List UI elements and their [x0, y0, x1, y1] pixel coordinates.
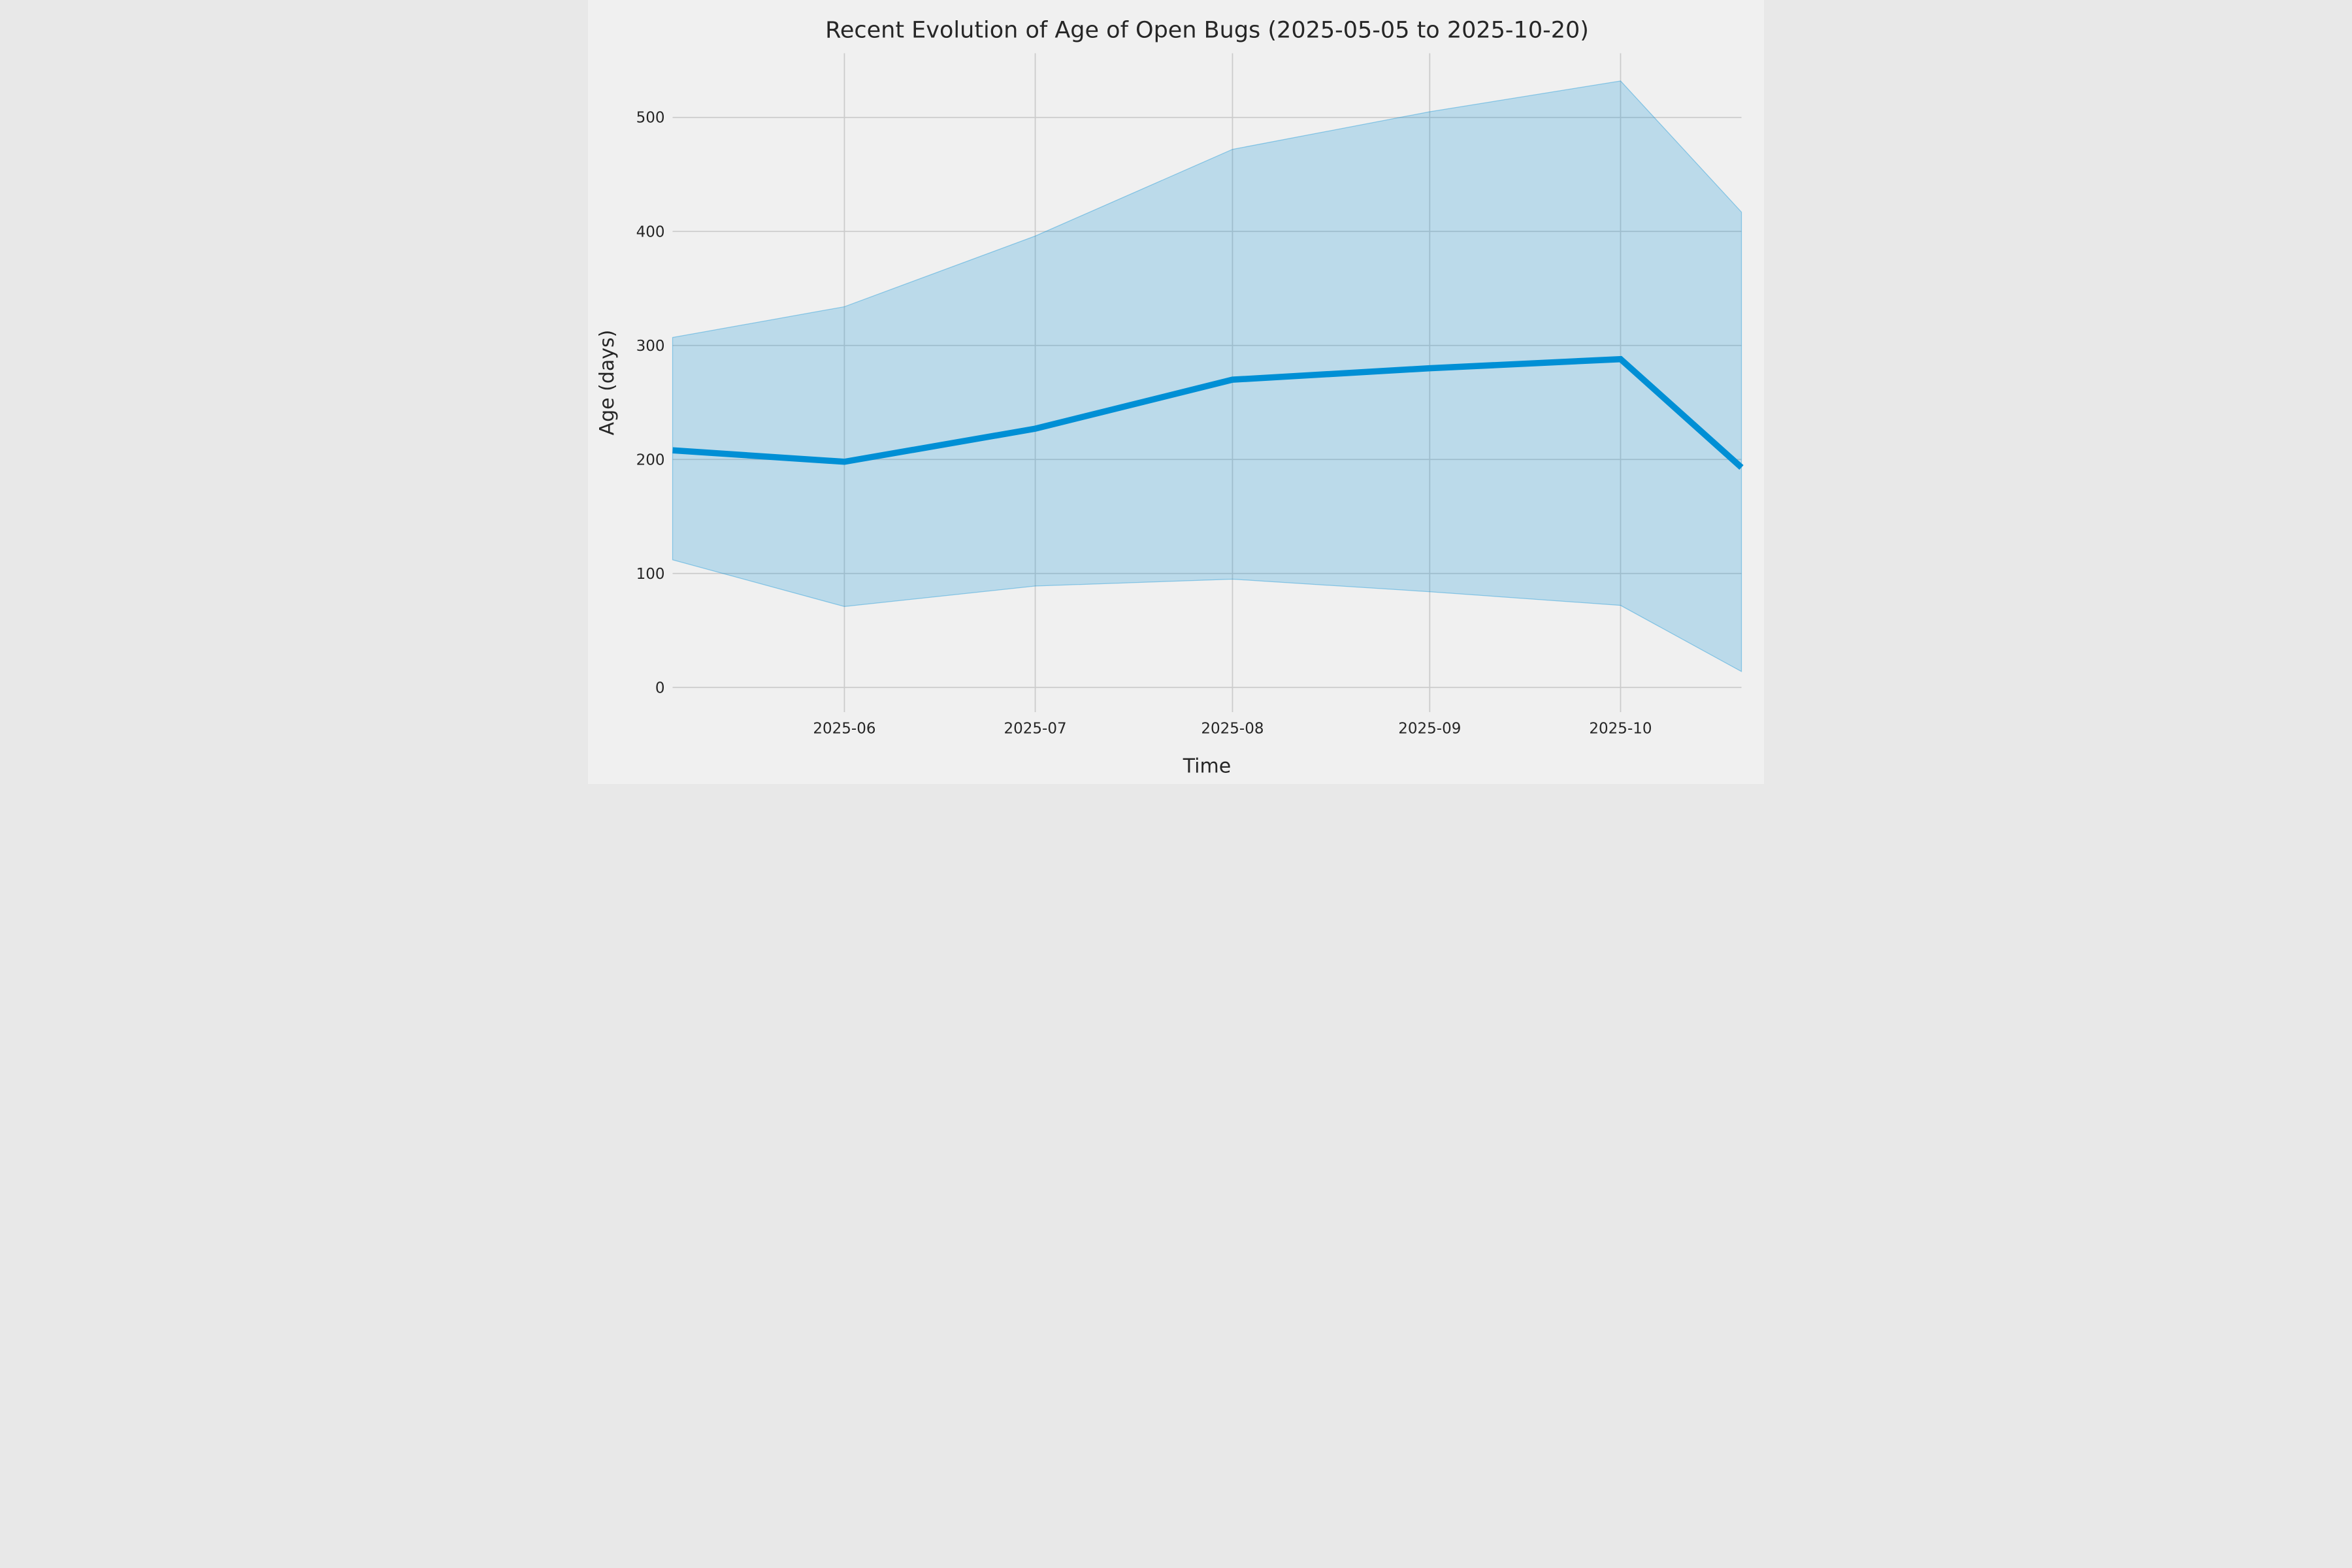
y-tick-label: 500: [636, 110, 665, 127]
x-tick-label: 2025-06: [813, 721, 875, 738]
y-tick-label: 100: [636, 566, 665, 583]
y-tick-label: 300: [636, 338, 665, 355]
y-tick-label: 0: [655, 679, 665, 696]
mean-age-line: [672, 355, 1744, 470]
x-tick-label: 2025-09: [1398, 721, 1461, 738]
figure: 0 100 200 300 400 500 2025-06 2025-07 2025-08 202…: [588, 0, 1764, 784]
uncertainty-band: [672, 80, 1742, 672]
tick-layer: 0 100 200 300 400 500 2025-06 2025-07 2025-08 202…: [636, 110, 1652, 738]
x-tick-label: 2025-10: [1589, 721, 1652, 738]
x-tick-label: 2025-08: [1201, 721, 1264, 738]
x-axis-label: Time: [1183, 755, 1231, 778]
y-tick-label: 400: [636, 223, 665, 240]
band-layer: [672, 80, 1742, 672]
y-axis-label: Age (days): [596, 330, 619, 436]
chart-canvas: 0 100 200 300 400 500 2025-06 2025-07 2025-08 202…: [588, 0, 1764, 784]
y-tick-label: 200: [636, 451, 665, 468]
x-tick-label: 2025-07: [1004, 721, 1067, 738]
line-layer: [672, 355, 1744, 470]
chart-title: Recent Evolution of Age of Open Bugs (20…: [825, 18, 1589, 44]
